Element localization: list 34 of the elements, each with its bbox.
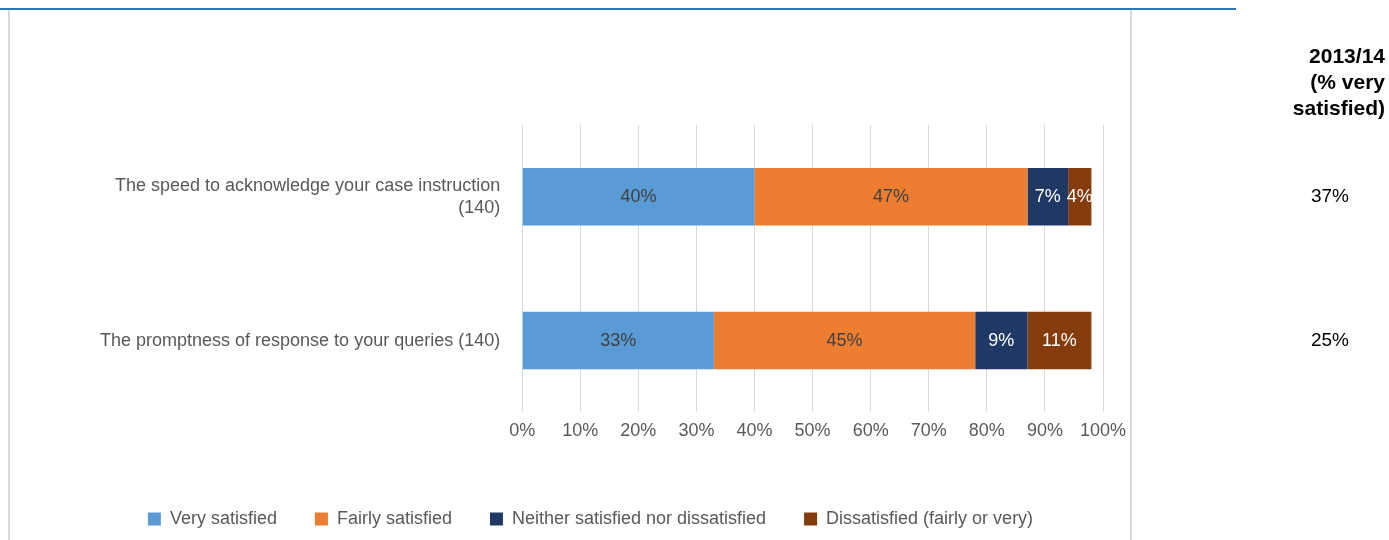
x-tick-label: 60%: [852, 420, 889, 441]
x-tick-label: 0%: [509, 420, 536, 441]
text: 2013/14 (% very satisfied): [1292, 43, 1386, 119]
data-label: 9%: [988, 329, 1015, 350]
x-tick-label: 90%: [1026, 420, 1063, 441]
bar: [713, 311, 976, 370]
x-tick-label: 20%: [620, 420, 657, 441]
bar: [522, 168, 755, 226]
data-label: 7%: [1034, 185, 1061, 206]
bar: [1027, 168, 1069, 226]
bar: [1027, 311, 1092, 370]
data-label: 47%: [873, 185, 910, 206]
legend-label: Dissatisfied (fairly or very): [826, 507, 1034, 528]
bar: [522, 311, 714, 370]
bar: [975, 311, 1028, 370]
x-tick-label: 70%: [910, 420, 947, 441]
y-tick-label: The promptness of response to your queries (140): [99, 329, 501, 350]
data-label: 45%: [826, 329, 863, 350]
x-tick-label: 30%: [678, 420, 715, 441]
text: 37%: [1310, 185, 1350, 207]
data-label: 33%: [600, 329, 637, 350]
legend-label: Very satisfied: [169, 507, 277, 528]
legend-label: Neither satisfied nor dissatisfied: [511, 507, 767, 528]
data-label: 40%: [620, 185, 657, 206]
x-tick-label: 50%: [794, 420, 831, 441]
bar: [754, 168, 1028, 226]
y-tick-label: The speed to acknowledge your case instruction (140): [114, 175, 501, 217]
x-tick-label: 100%: [1079, 420, 1127, 441]
text: 25%: [1310, 328, 1350, 350]
data-label: 11%: [1042, 329, 1077, 350]
legend-label: Fairly satisfied: [336, 507, 452, 528]
x-tick-label: 40%: [736, 420, 773, 441]
x-tick-label: 80%: [968, 420, 1005, 441]
x-tick-label: 10%: [562, 420, 599, 441]
